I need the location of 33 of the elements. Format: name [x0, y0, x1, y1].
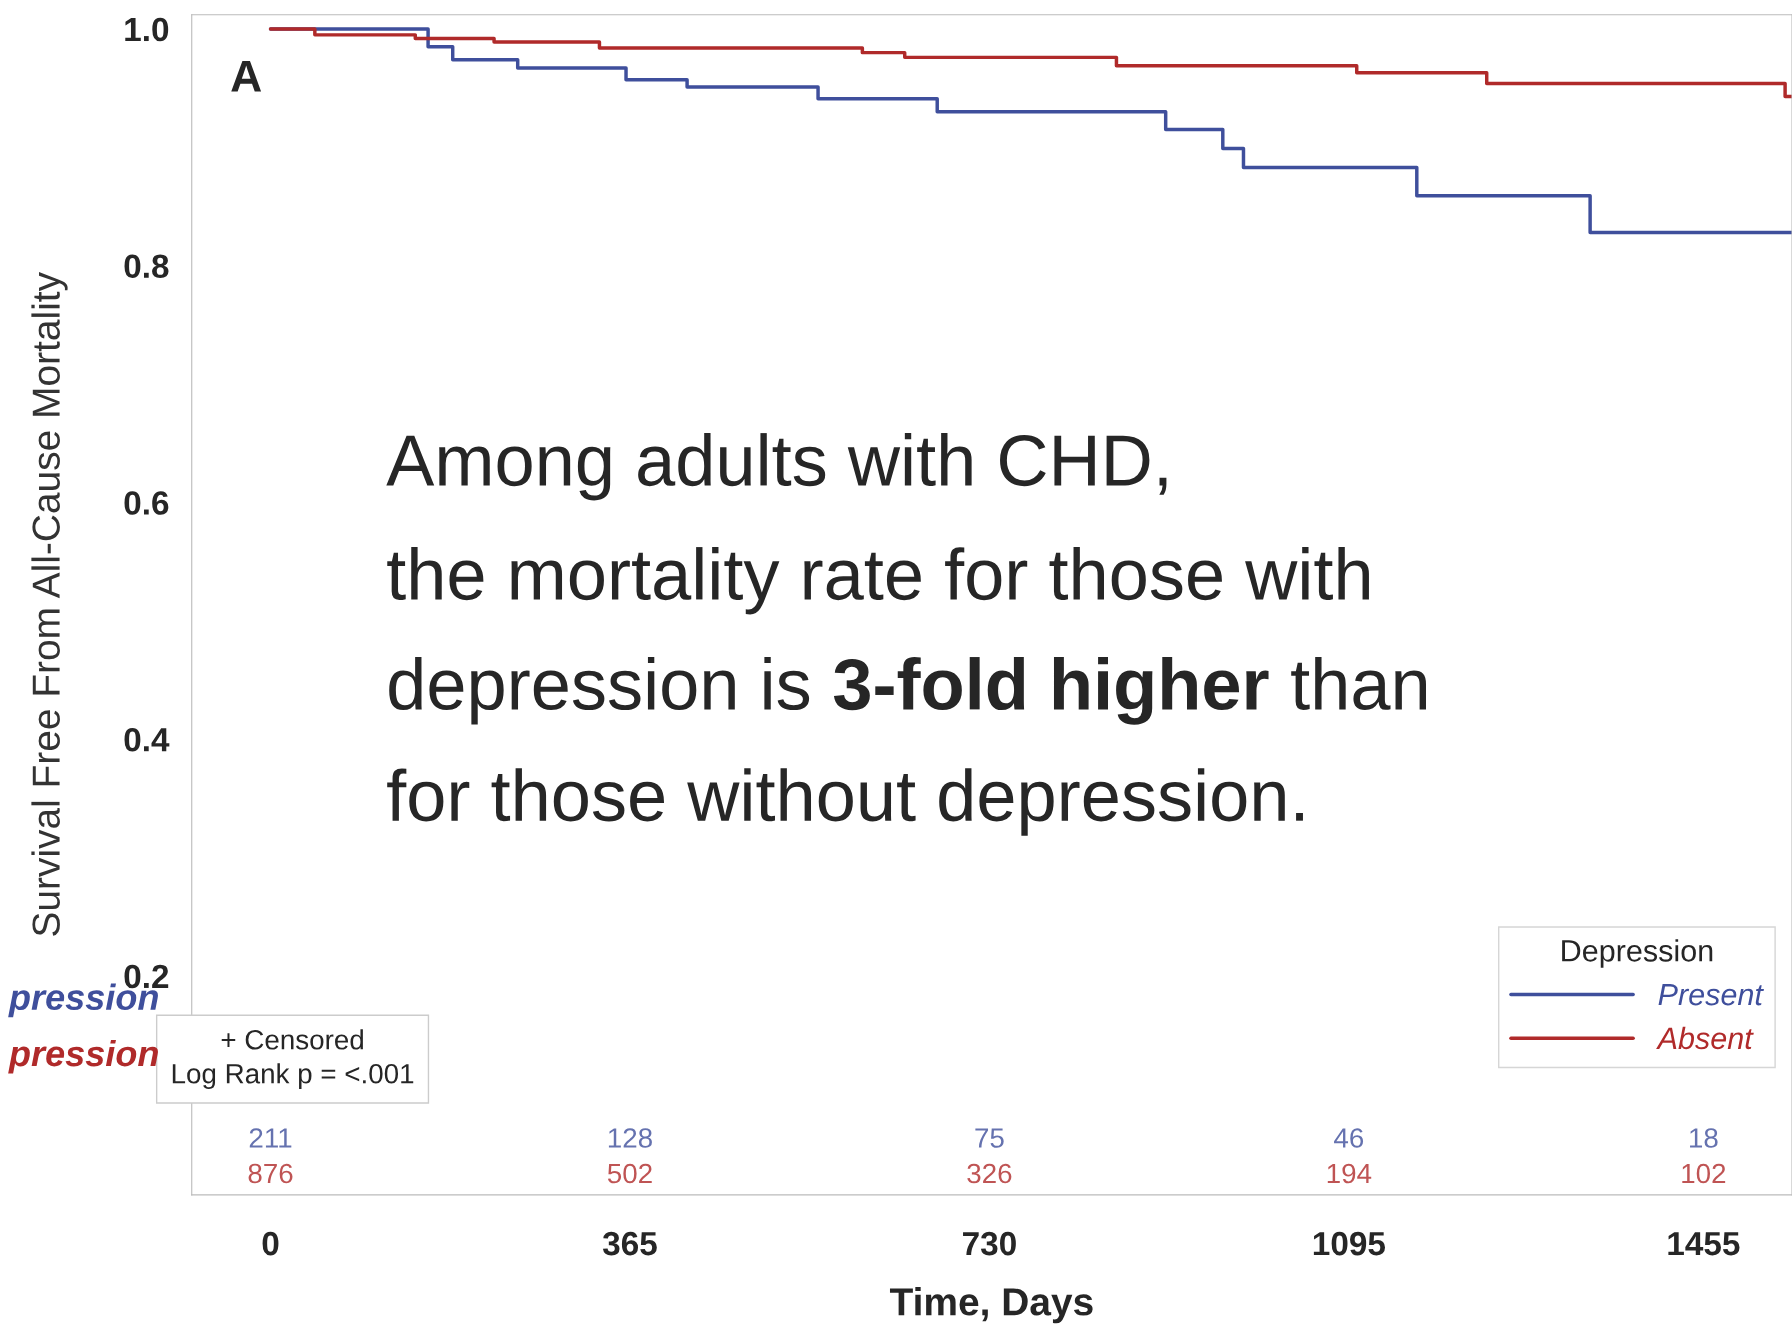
annotation: 3-fold higher: [833, 657, 1269, 725]
annotation: + Censored Log Rank p = <.001: [172, 1029, 414, 1090]
annotation: for those without depression.: [387, 768, 1303, 836]
legend-title: Depression: [1562, 939, 1713, 968]
annotation: than: [1291, 657, 1426, 711]
annotation: the mortality rate for those with: [387, 547, 1369, 615]
annotation: 326: [967, 1163, 1012, 1184]
x-tick-label: 730: [963, 1231, 1016, 1256]
y-tick-label: 1.0: [125, 17, 169, 42]
y-tick-label: 0.6: [124, 491, 169, 515]
text: pression: [8, 1039, 158, 1074]
annotation: depression is: [389, 657, 810, 725]
annotation: 194: [1327, 1163, 1372, 1184]
y-tick-label: 0.4: [124, 727, 170, 752]
legend-label: Present: [1658, 984, 1764, 1006]
annotation: 102: [1682, 1163, 1726, 1184]
annotation: 46: [1334, 1128, 1364, 1148]
annotation: 876: [248, 1163, 293, 1184]
annotation: A: [231, 60, 262, 92]
y-tick-label: 0.8: [124, 254, 169, 279]
annotation: 502: [607, 1163, 652, 1184]
y-axis-title: Survival Free From All-Cause Mortality: [31, 272, 68, 936]
x-tick-label: 1455: [1668, 1232, 1740, 1256]
x-tick-label: 0: [262, 1231, 279, 1256]
annotation: 128: [608, 1128, 652, 1148]
legend-label: Absent: [1656, 1026, 1754, 1050]
annotation: Among adults with CHD,: [386, 433, 1167, 501]
x-axis-title: Time, Days: [889, 1287, 1093, 1324]
annotation: 211: [249, 1128, 292, 1148]
x-tick-label: 1095: [1313, 1231, 1385, 1256]
annotation: 75: [975, 1128, 1004, 1148]
x-tick-label: 365: [602, 1231, 657, 1256]
annotation: 18: [1690, 1128, 1718, 1148]
